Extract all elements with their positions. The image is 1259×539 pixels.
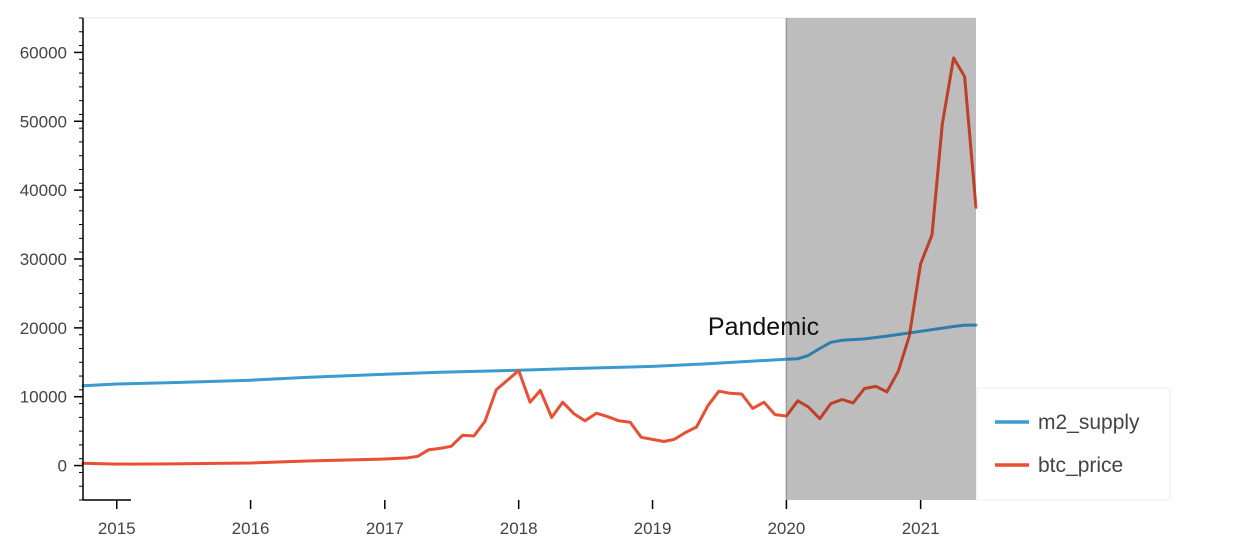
x-tick-label: 2016 (232, 519, 270, 538)
axes-layer: 0 10000 20000 30000 40000 50000 60000 2015 2016 2… (20, 17, 940, 538)
series-line-m2_supply (81, 323, 978, 388)
x-tick-label: 2017 (366, 519, 404, 538)
legend: m2_supply btc_price (976, 387, 1171, 501)
annotation-layer: Pandemic (708, 313, 819, 341)
y-tick-label: 20000 (20, 319, 67, 338)
x-tick-label: 2021 (902, 519, 940, 538)
y-tick-label: 50000 (20, 112, 67, 131)
legend-label-m2_supply: m2_supply (1038, 411, 1140, 434)
series-line-shaded-btc_price (786, 56, 976, 421)
pandemic-shade (786, 18, 976, 500)
x-tick-label: 2020 (767, 519, 805, 538)
x-tick-label: 2019 (634, 519, 672, 538)
y-tick-label: 0 (58, 457, 67, 476)
series-line-btc_price (81, 56, 978, 466)
pandemic-shade-layer (785, 18, 976, 500)
annotation-pandemic: Pandemic (708, 313, 819, 341)
y-tick-label: 30000 (20, 250, 67, 269)
series-layer (81, 56, 978, 466)
legend-label-btc_price: btc_price (1038, 454, 1123, 477)
legend-box (976, 387, 1171, 501)
y-tick-label: 10000 (20, 388, 67, 407)
x-tick-label: 2018 (500, 519, 538, 538)
y-tick-label: 40000 (20, 181, 67, 200)
y-tick-label: 60000 (20, 43, 67, 62)
series-line-shaded-m2_supply (786, 323, 976, 361)
x-tick-label: 2015 (98, 519, 136, 538)
